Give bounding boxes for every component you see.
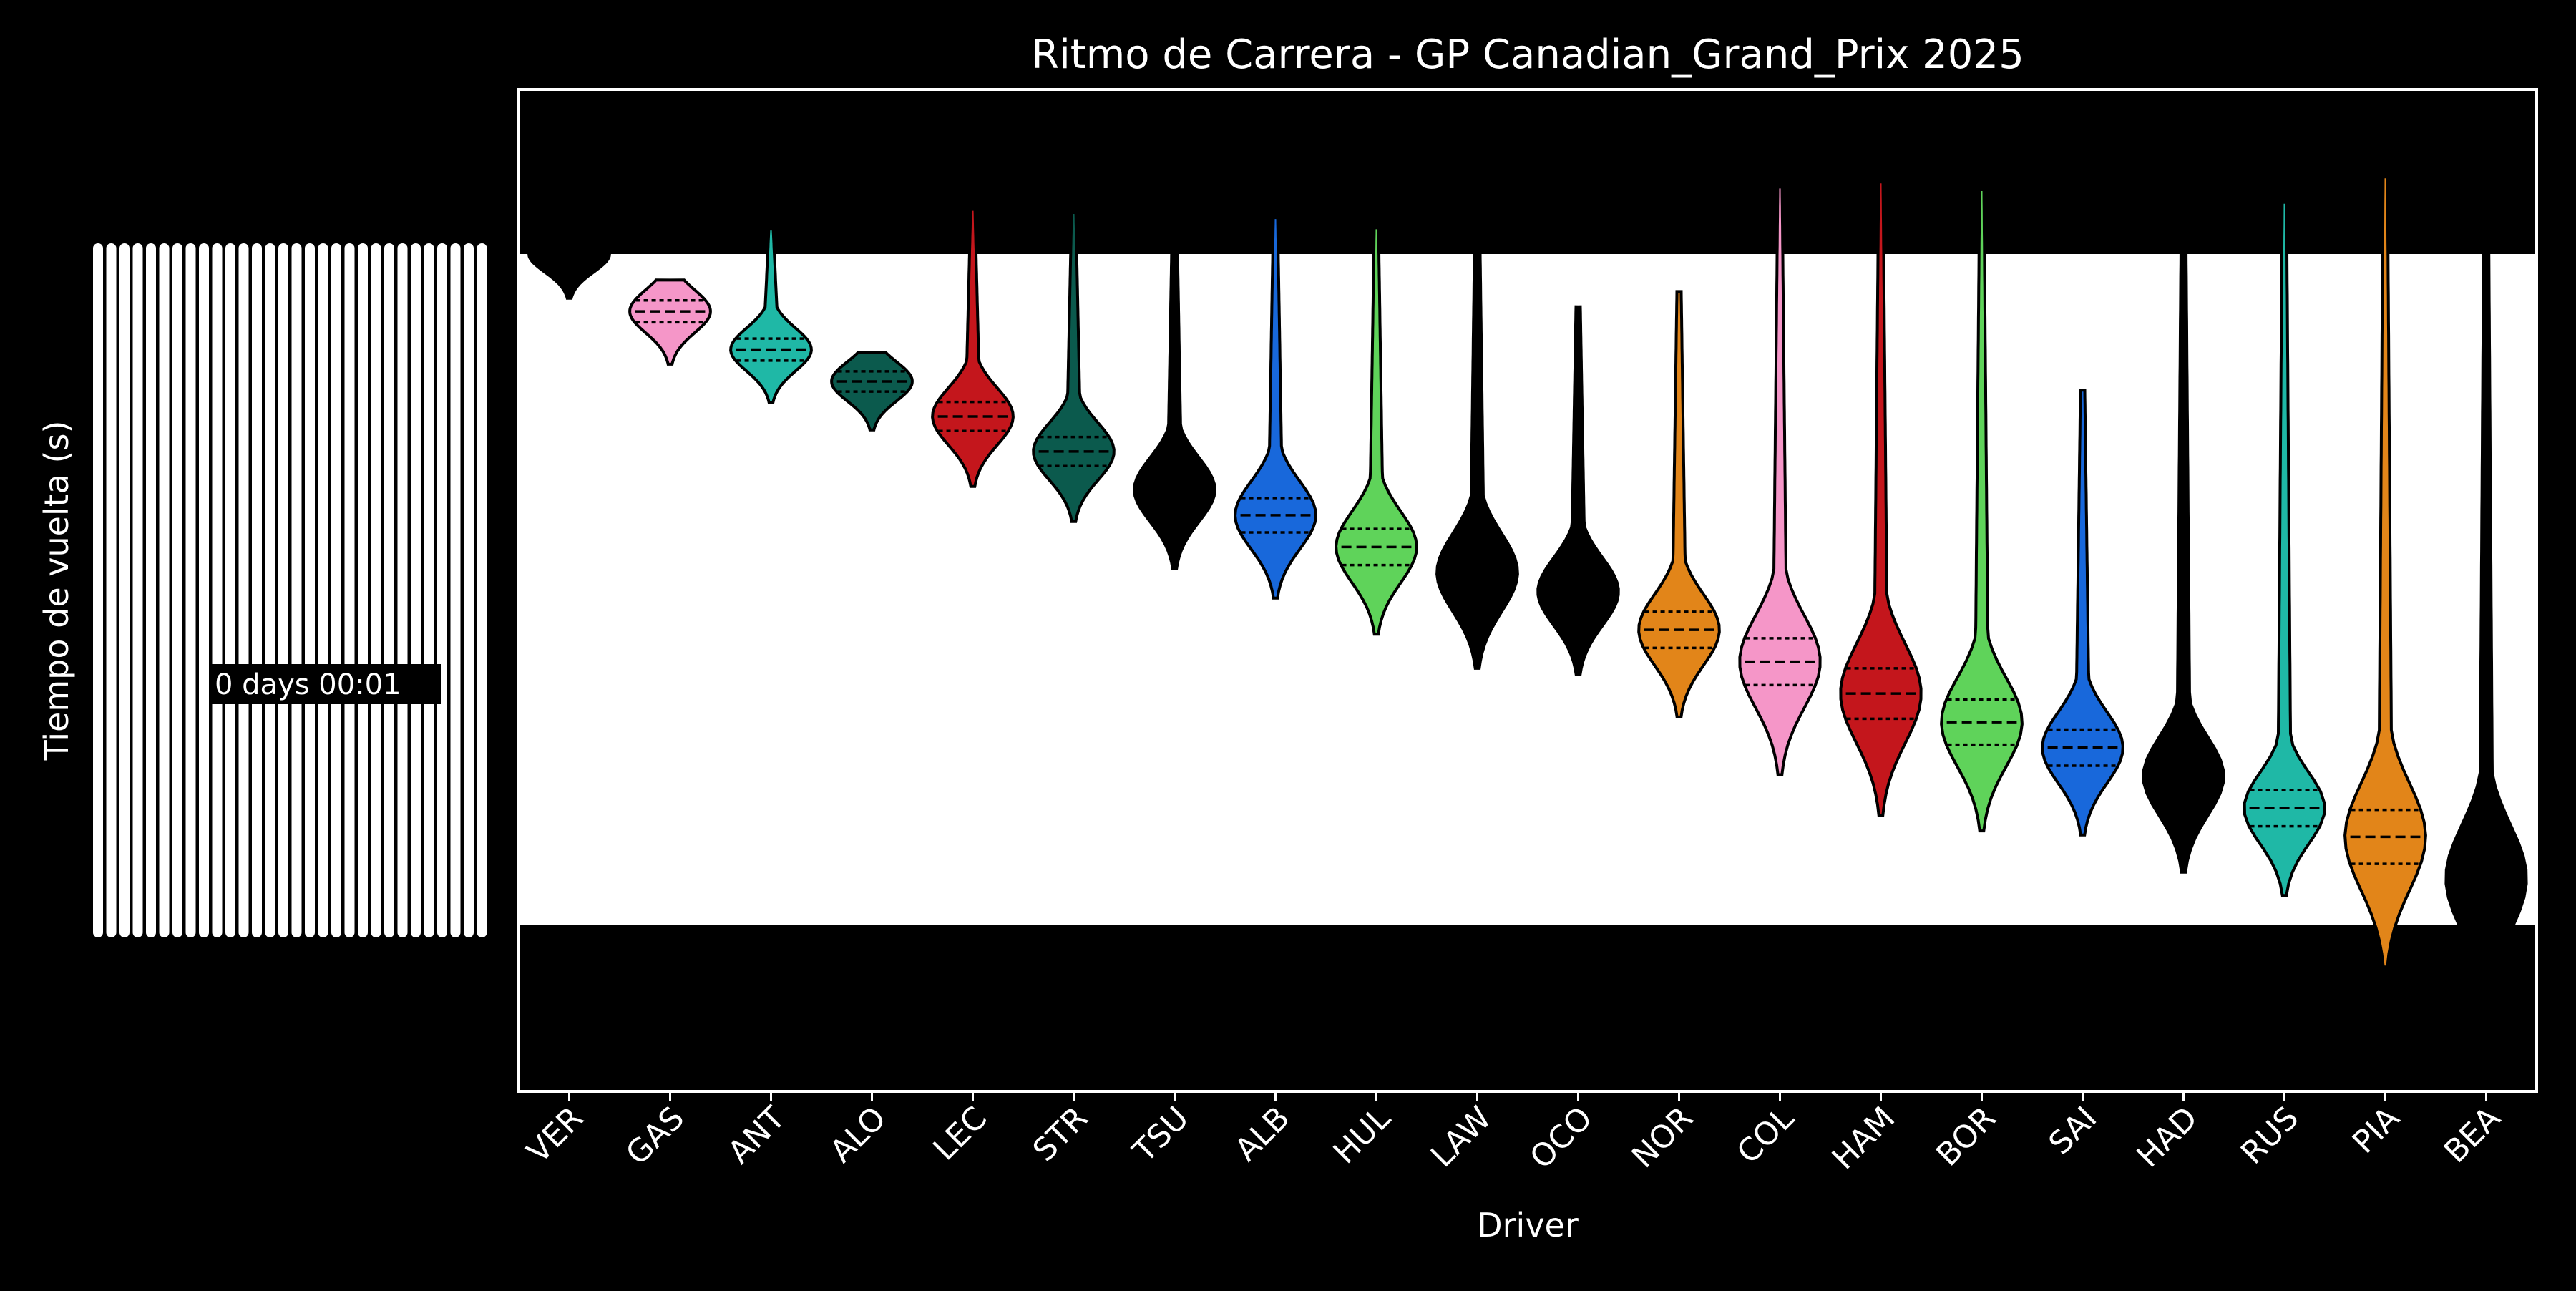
violin-body bbox=[1133, 205, 1216, 570]
violins-group bbox=[527, 175, 2528, 1010]
violin-body bbox=[1637, 290, 1721, 718]
violin-body bbox=[729, 228, 813, 404]
violin-body bbox=[1335, 226, 1418, 636]
y-tick-label-stroke bbox=[450, 243, 461, 937]
y-tick-label-stroke bbox=[291, 243, 302, 937]
y-tick-label-stroke bbox=[252, 243, 262, 937]
y-tick-labels-overlap: 0 days 00:01 bbox=[93, 243, 487, 937]
violin-body bbox=[527, 226, 611, 300]
y-tick-label-stroke bbox=[93, 243, 103, 937]
violin-ham bbox=[1839, 180, 1923, 817]
violin-body bbox=[1839, 180, 1923, 817]
violin-body bbox=[2041, 389, 2124, 837]
violin-tsu bbox=[1133, 205, 1216, 570]
violin-body bbox=[2444, 175, 2528, 1010]
y-tick-label-stroke bbox=[344, 243, 355, 937]
violin-col bbox=[1738, 185, 1822, 776]
violin-hul bbox=[1335, 226, 1418, 636]
y-tick-label-stroke bbox=[437, 243, 447, 937]
violin-ver bbox=[527, 226, 611, 300]
y-tick-label-stroke bbox=[106, 243, 117, 937]
violin-bea bbox=[2444, 175, 2528, 1010]
violin-pia bbox=[2343, 175, 2427, 969]
violin-body bbox=[2343, 175, 2427, 969]
violin-sai bbox=[2041, 389, 2124, 837]
y-tick-label-stroke bbox=[212, 243, 223, 937]
violin-law bbox=[1435, 195, 1519, 670]
y-tick-label-stroke bbox=[119, 243, 130, 937]
y-tick-label-stroke bbox=[477, 243, 487, 937]
y-tick-label-stroke bbox=[199, 243, 209, 937]
violin-body bbox=[1234, 216, 1317, 600]
y-tick-label-stroke bbox=[371, 243, 381, 937]
y-tick-label-stroke bbox=[384, 243, 394, 937]
y-tick-label-stroke bbox=[305, 243, 315, 937]
y-tick-label-stroke bbox=[225, 243, 235, 937]
violin-body bbox=[2243, 200, 2326, 897]
y-tick-label-stroke bbox=[185, 243, 196, 937]
violin-body bbox=[1536, 305, 1620, 676]
violin-gas bbox=[628, 278, 712, 366]
violin-str bbox=[1032, 211, 1116, 523]
y-tick-label-stroke bbox=[331, 243, 341, 937]
y-tick-note-bg bbox=[212, 664, 441, 704]
x-axis-label: Driver bbox=[1477, 1206, 1579, 1244]
y-tick-label-stroke bbox=[172, 243, 182, 937]
y-axis-label: Tiempo de vuelta (s) bbox=[37, 421, 76, 761]
violin-body bbox=[1435, 195, 1519, 670]
violin-bor bbox=[1940, 187, 2024, 833]
violin-had bbox=[2142, 195, 2225, 874]
y-tick-label-stroke bbox=[265, 243, 275, 937]
y-tick-label-stroke bbox=[278, 243, 288, 937]
violin-alb bbox=[1234, 216, 1317, 600]
y-tick-label-stroke bbox=[424, 243, 434, 937]
y-tick-label-stroke bbox=[146, 243, 156, 937]
violin-body bbox=[931, 208, 1015, 488]
y-tick-label-stroke bbox=[411, 243, 421, 937]
y-tick-label-stroke bbox=[318, 243, 328, 937]
y-tick-label-stroke bbox=[358, 243, 368, 937]
violin-body bbox=[2142, 195, 2225, 874]
y-tick-note: 0 days 00:01 bbox=[215, 668, 401, 701]
violin-oco bbox=[1536, 305, 1620, 676]
axes-frame bbox=[517, 88, 2538, 1093]
chart-title: Ritmo de Carrera - GP Canadian_Grand_Pri… bbox=[1031, 31, 2024, 78]
violin-body bbox=[1940, 187, 2024, 833]
plot-band bbox=[519, 254, 2537, 925]
y-tick-label-stroke bbox=[397, 243, 408, 937]
violin-alo bbox=[830, 351, 914, 432]
violin-ant bbox=[729, 228, 813, 404]
violin-lec bbox=[931, 208, 1015, 488]
y-tick-label-stroke bbox=[159, 243, 170, 937]
violin-nor bbox=[1637, 290, 1721, 718]
violin-rus bbox=[2243, 200, 2326, 897]
violin-body bbox=[1032, 211, 1116, 523]
violin-body bbox=[1738, 185, 1822, 776]
y-tick-label-stroke bbox=[238, 243, 249, 937]
y-tick-label-stroke bbox=[132, 243, 143, 937]
y-tick-label-stroke bbox=[464, 243, 474, 937]
